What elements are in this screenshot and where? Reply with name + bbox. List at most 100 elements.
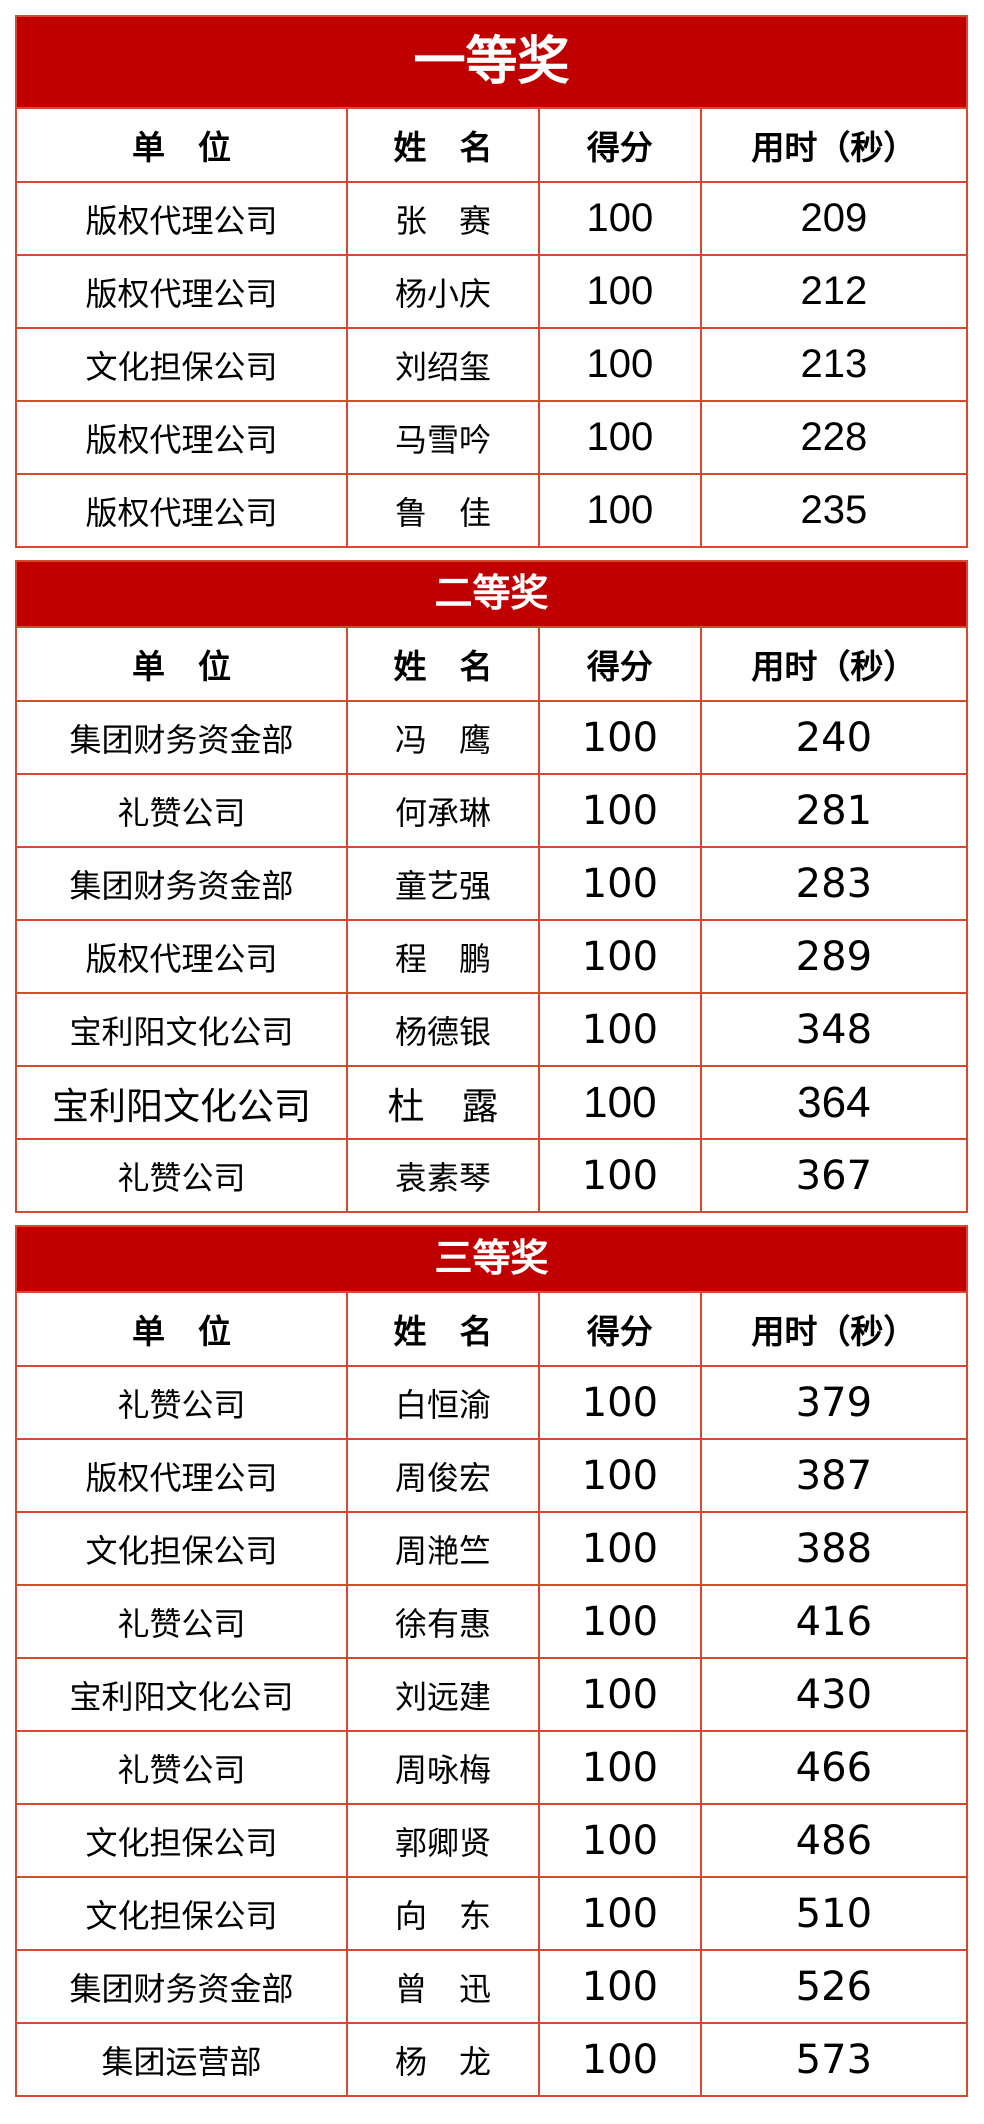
name-cell: 鲁 佳 <box>345 473 541 548</box>
name-cell: 杜 露 <box>345 1065 541 1140</box>
score-cell: 100 <box>538 1657 702 1732</box>
table-row: 礼赞公司 周咏梅 100 466 <box>15 1730 969 1805</box>
name-cell: 周俊宏 <box>345 1438 541 1513</box>
prize-section: 一等奖 单 位 姓 名 得分 用时（秒） 版权代理公司 张 赛 100 209 … <box>15 15 969 548</box>
time-cell: 364 <box>699 1065 969 1140</box>
score-cell: 100 <box>538 1876 702 1951</box>
name-cell: 袁素琴 <box>345 1138 541 1213</box>
table-row: 版权代理公司 鲁 佳 100 235 <box>15 473 969 548</box>
table-row: 集团财务资金部 曾 迅 100 526 <box>15 1949 969 2024</box>
prize-tables-container: 一等奖 单 位 姓 名 得分 用时（秒） 版权代理公司 张 赛 100 209 … <box>15 15 969 2097</box>
results-table: 单 位 姓 名 得分 用时（秒） 版权代理公司 张 赛 100 209 版权代理… <box>15 107 969 548</box>
score-cell: 100 <box>538 1365 702 1440</box>
time-cell: 387 <box>699 1438 969 1513</box>
score-cell: 100 <box>538 1584 702 1659</box>
score-cell: 100 <box>538 473 702 548</box>
name-cell: 何承琳 <box>345 773 541 848</box>
name-cell: 杨德银 <box>345 992 541 1067</box>
unit-cell: 礼赞公司 <box>15 1584 348 1659</box>
score-cell: 100 <box>538 1730 702 1805</box>
unit-cell: 礼赞公司 <box>15 1730 348 1805</box>
time-cell: 228 <box>699 400 969 475</box>
prize-title: 二等奖 <box>434 573 549 615</box>
unit-cell: 集团财务资金部 <box>15 700 348 775</box>
results-body: 版权代理公司 张 赛 100 209 版权代理公司 杨小庆 100 212 文化… <box>15 181 969 548</box>
unit-cell: 文化担保公司 <box>15 1803 348 1878</box>
col-header-unit: 单 位 <box>15 1291 348 1367</box>
time-cell: 235 <box>699 473 969 548</box>
col-header-name: 姓 名 <box>345 107 541 183</box>
time-cell: 526 <box>699 1949 969 2024</box>
time-cell: 283 <box>699 846 969 921</box>
table-row: 宝利阳文化公司 杜 露 100 364 <box>15 1065 969 1140</box>
unit-cell: 礼赞公司 <box>15 1365 348 1440</box>
unit-cell: 宝利阳文化公司 <box>15 992 348 1067</box>
score-cell: 100 <box>538 919 702 994</box>
unit-cell: 礼赞公司 <box>15 773 348 848</box>
unit-cell: 礼赞公司 <box>15 1138 348 1213</box>
name-cell: 向 东 <box>345 1876 541 1951</box>
time-cell: 388 <box>699 1511 969 1586</box>
score-cell: 100 <box>538 992 702 1067</box>
name-cell: 马雪吟 <box>345 400 541 475</box>
time-cell: 379 <box>699 1365 969 1440</box>
prize-title: 一等奖 <box>413 33 570 91</box>
prize-section: 二等奖 单 位 姓 名 得分 用时（秒） 集团财务资金部 冯 鹰 100 240… <box>15 560 969 1213</box>
score-cell: 100 <box>538 1949 702 2024</box>
results-table: 单 位 姓 名 得分 用时（秒） 集团财务资金部 冯 鹰 100 240 礼赞公… <box>15 626 969 1213</box>
table-row: 版权代理公司 程 鹏 100 289 <box>15 919 969 994</box>
time-cell: 281 <box>699 773 969 848</box>
name-cell: 周滟竺 <box>345 1511 541 1586</box>
time-cell: 573 <box>699 2022 969 2097</box>
header-row: 单 位 姓 名 得分 用时（秒） <box>15 107 969 183</box>
table-row: 文化担保公司 周滟竺 100 388 <box>15 1511 969 1586</box>
col-header-unit: 单 位 <box>15 626 348 702</box>
score-cell: 100 <box>538 254 702 329</box>
time-cell: 510 <box>699 1876 969 1951</box>
table-row: 礼赞公司 徐有惠 100 416 <box>15 1584 969 1659</box>
unit-cell: 版权代理公司 <box>15 400 348 475</box>
time-cell: 289 <box>699 919 969 994</box>
prize-band: 一等奖 <box>15 15 968 107</box>
unit-cell: 宝利阳文化公司 <box>15 1657 348 1732</box>
table-row: 版权代理公司 周俊宏 100 387 <box>15 1438 969 1513</box>
col-header-name: 姓 名 <box>345 1291 541 1367</box>
name-cell: 徐有惠 <box>345 1584 541 1659</box>
unit-cell: 集团运营部 <box>15 2022 348 2097</box>
name-cell: 童艺强 <box>345 846 541 921</box>
name-cell: 周咏梅 <box>345 1730 541 1805</box>
table-row: 集团财务资金部 童艺强 100 283 <box>15 846 969 921</box>
col-header-name: 姓 名 <box>345 626 541 702</box>
table-row: 版权代理公司 杨小庆 100 212 <box>15 254 969 329</box>
table-row: 宝利阳文化公司 刘远建 100 430 <box>15 1657 969 1732</box>
prize-section: 三等奖 单 位 姓 名 得分 用时（秒） 礼赞公司 白恒渝 100 379 版权… <box>15 1225 969 2097</box>
time-cell: 213 <box>699 327 969 402</box>
name-cell: 程 鹏 <box>345 919 541 994</box>
table-row: 版权代理公司 张 赛 100 209 <box>15 181 969 256</box>
unit-cell: 版权代理公司 <box>15 919 348 994</box>
time-cell: 416 <box>699 1584 969 1659</box>
score-cell: 100 <box>538 773 702 848</box>
col-header-time: 用时（秒） <box>699 107 969 183</box>
time-cell: 209 <box>699 181 969 256</box>
score-cell: 100 <box>538 700 702 775</box>
score-cell: 100 <box>538 2022 702 2097</box>
unit-cell: 集团财务资金部 <box>15 846 348 921</box>
unit-cell: 集团财务资金部 <box>15 1949 348 2024</box>
table-row: 宝利阳文化公司 杨德银 100 348 <box>15 992 969 1067</box>
results-body: 礼赞公司 白恒渝 100 379 版权代理公司 周俊宏 100 387 文化担保… <box>15 1365 969 2097</box>
time-cell: 466 <box>699 1730 969 1805</box>
score-cell: 100 <box>538 400 702 475</box>
unit-cell: 版权代理公司 <box>15 254 348 329</box>
results-table: 单 位 姓 名 得分 用时（秒） 礼赞公司 白恒渝 100 379 版权代理公司… <box>15 1291 969 2097</box>
header-row: 单 位 姓 名 得分 用时（秒） <box>15 1291 969 1367</box>
name-cell: 刘远建 <box>345 1657 541 1732</box>
table-row: 文化担保公司 刘绍玺 100 213 <box>15 327 969 402</box>
score-cell: 100 <box>538 327 702 402</box>
table-row: 集团财务资金部 冯 鹰 100 240 <box>15 700 969 775</box>
col-header-score: 得分 <box>538 626 702 702</box>
score-cell: 100 <box>538 1803 702 1878</box>
time-cell: 348 <box>699 992 969 1067</box>
unit-cell: 宝利阳文化公司 <box>15 1065 348 1140</box>
